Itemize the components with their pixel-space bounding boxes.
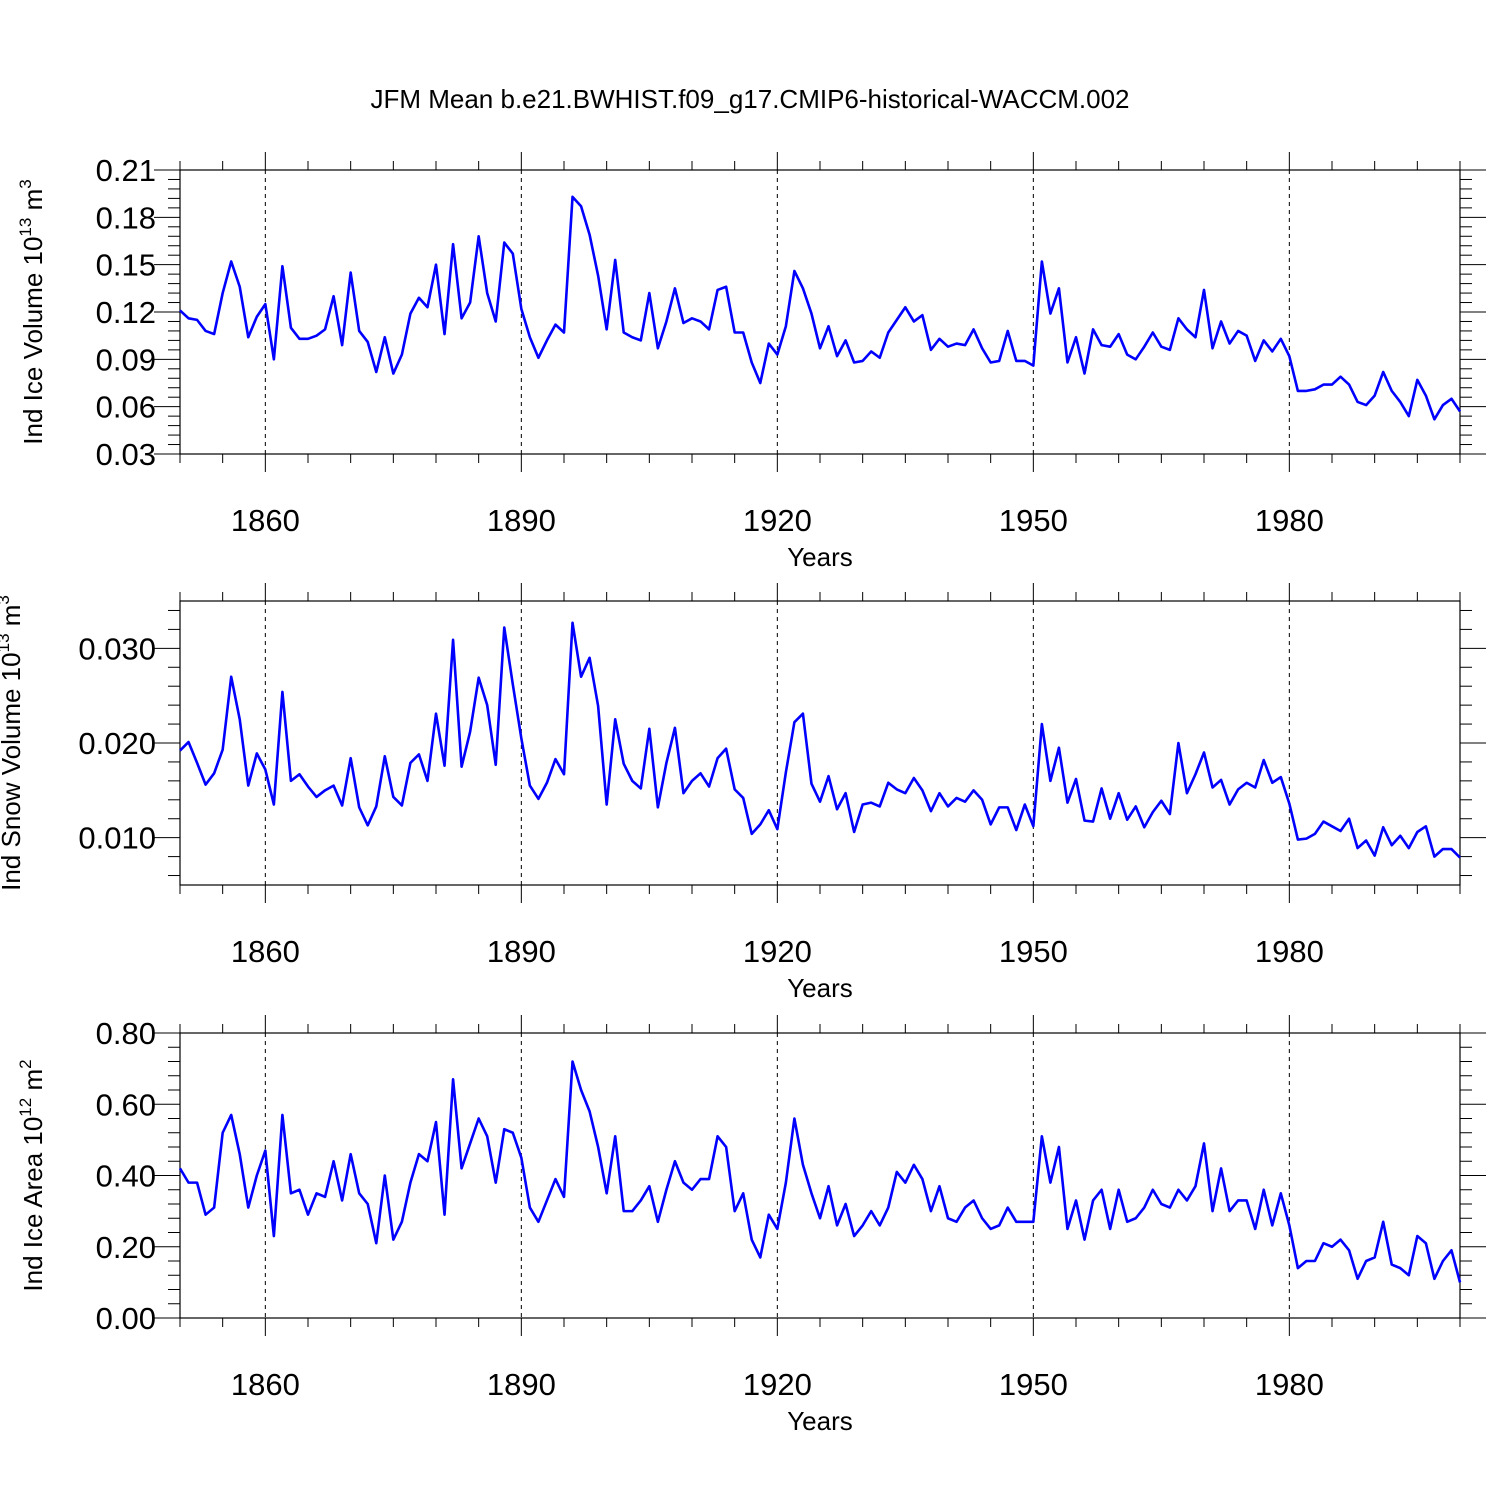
series-line — [179, 195, 1462, 421]
x-tick-label: 1980 — [1255, 503, 1324, 538]
x-tick-label: 1860 — [231, 503, 300, 538]
plot-frame — [179, 1032, 1461, 1319]
y-label-unit-exponent: 3 — [16, 179, 35, 188]
y-label-exponent: 13 — [0, 633, 13, 652]
y-tick-label: 0.00 — [96, 1301, 156, 1336]
x-tick-label: 1980 — [1255, 934, 1324, 969]
y-tick-label: 0.06 — [96, 390, 156, 425]
x-tick-label: 1950 — [999, 934, 1068, 969]
y-tick-label: 0.40 — [96, 1159, 156, 1194]
series-line — [179, 621, 1461, 859]
y-tick-label: 0.60 — [96, 1087, 156, 1122]
y-label-main: Ind Ice Area 10 — [18, 1117, 48, 1292]
panel-3: 0.00 0.20 0.40 0.60 0.80 1860 1890 1920 1950 1980… — [16, 1015, 1486, 1436]
y-axis-label: Ind Ice Volume 1013 m3 — [16, 179, 48, 444]
y-tick-label: 0.030 — [78, 631, 156, 666]
y-tick-label: 0.21 — [96, 153, 156, 188]
x-tick-label: 1860 — [231, 1367, 300, 1402]
x-tick-label: 1920 — [743, 934, 812, 969]
x-tick-label: 1920 — [743, 1367, 812, 1402]
x-tick-label: 1890 — [487, 503, 556, 538]
y-label-main: Ind Snow Volume 10 — [0, 652, 26, 891]
y-axis-label: Ind Snow Volume 1013 m3 — [0, 595, 26, 891]
plot-frame — [179, 600, 1461, 886]
y-tick-label: 0.03 — [96, 437, 156, 472]
x-axis-label: Years — [787, 542, 853, 572]
y-label-exponent: 12 — [16, 1098, 35, 1117]
panel-2: 0.010 0.020 0.030 1860 1890 1920 1950 1980 Years… — [0, 583, 1486, 1003]
y-tick-label: 0.80 — [96, 1016, 156, 1051]
x-tick-label: 1860 — [231, 934, 300, 969]
y-label-unit: m — [18, 1069, 48, 1098]
y-label-unit: m — [18, 189, 48, 218]
x-tick-label: 1950 — [999, 1367, 1068, 1402]
y-tick-label: 0.20 — [96, 1230, 156, 1265]
y-tick-label: 0.020 — [78, 726, 156, 761]
y-label-unit-exponent: 2 — [16, 1059, 35, 1068]
y-label-exponent: 13 — [16, 218, 35, 237]
plot-frame — [179, 169, 1461, 455]
y-label-main: Ind Ice Volume 10 — [18, 237, 48, 445]
x-tick-label: 1920 — [743, 503, 812, 538]
panel-1: 0.03 0.06 0.09 0.12 0.15 0.18 0.21 1860 1890 1920… — [16, 152, 1486, 572]
x-axis-label: Years — [787, 973, 853, 1003]
y-tick-label: 0.09 — [96, 342, 156, 377]
y-tick-label: 0.15 — [96, 248, 156, 283]
y-tick-label: 0.010 — [78, 821, 156, 856]
y-axis-label: Ind Ice Area 1012 m2 — [16, 1059, 48, 1291]
y-label-unit: m — [0, 605, 26, 634]
x-tick-label: 1890 — [487, 934, 556, 969]
y-tick-label: 0.18 — [96, 200, 156, 235]
y-label-unit-exponent: 3 — [0, 595, 13, 604]
x-tick-label: 1950 — [999, 503, 1068, 538]
x-tick-label: 1980 — [1255, 1367, 1324, 1402]
chart-title: JFM Mean b.e21.BWHIST.f09_g17.CMIP6-hist… — [370, 84, 1129, 114]
series-line — [178, 1060, 1462, 1283]
x-tick-label: 1890 — [487, 1367, 556, 1402]
y-tick-label: 0.12 — [96, 295, 156, 330]
x-axis-label: Years — [787, 1406, 853, 1436]
